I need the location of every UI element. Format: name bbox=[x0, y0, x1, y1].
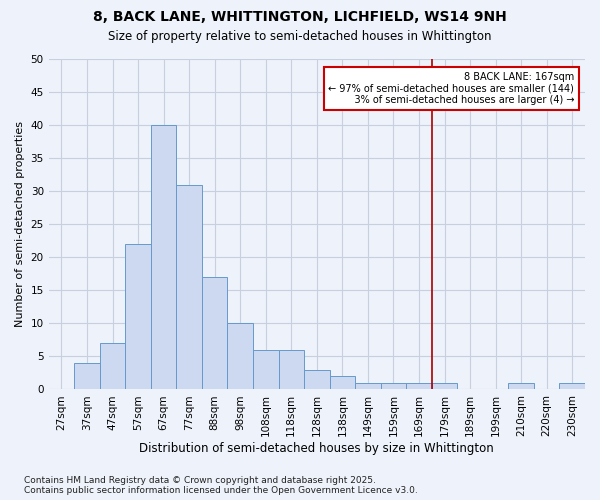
Bar bbox=[432, 383, 457, 390]
Bar bbox=[125, 244, 151, 390]
Text: Size of property relative to semi-detached houses in Whittington: Size of property relative to semi-detach… bbox=[108, 30, 492, 43]
Text: 8, BACK LANE, WHITTINGTON, LICHFIELD, WS14 9NH: 8, BACK LANE, WHITTINGTON, LICHFIELD, WS… bbox=[93, 10, 507, 24]
Bar bbox=[380, 383, 406, 390]
Bar bbox=[253, 350, 278, 390]
Bar bbox=[176, 184, 202, 390]
Bar bbox=[559, 383, 585, 390]
Bar bbox=[227, 324, 253, 390]
Bar bbox=[74, 363, 100, 390]
Text: Contains HM Land Registry data © Crown copyright and database right 2025.
Contai: Contains HM Land Registry data © Crown c… bbox=[24, 476, 418, 495]
Bar bbox=[151, 125, 176, 390]
Bar bbox=[304, 370, 329, 390]
Text: 8 BACK LANE: 167sqm
← 97% of semi-detached houses are smaller (144)
    3% of se: 8 BACK LANE: 167sqm ← 97% of semi-detach… bbox=[328, 72, 574, 106]
X-axis label: Distribution of semi-detached houses by size in Whittington: Distribution of semi-detached houses by … bbox=[139, 442, 494, 455]
Bar bbox=[100, 343, 125, 390]
Y-axis label: Number of semi-detached properties: Number of semi-detached properties bbox=[15, 121, 25, 327]
Bar bbox=[508, 383, 534, 390]
Bar bbox=[355, 383, 380, 390]
Bar bbox=[202, 277, 227, 390]
Bar bbox=[406, 383, 432, 390]
Bar bbox=[329, 376, 355, 390]
Bar bbox=[278, 350, 304, 390]
